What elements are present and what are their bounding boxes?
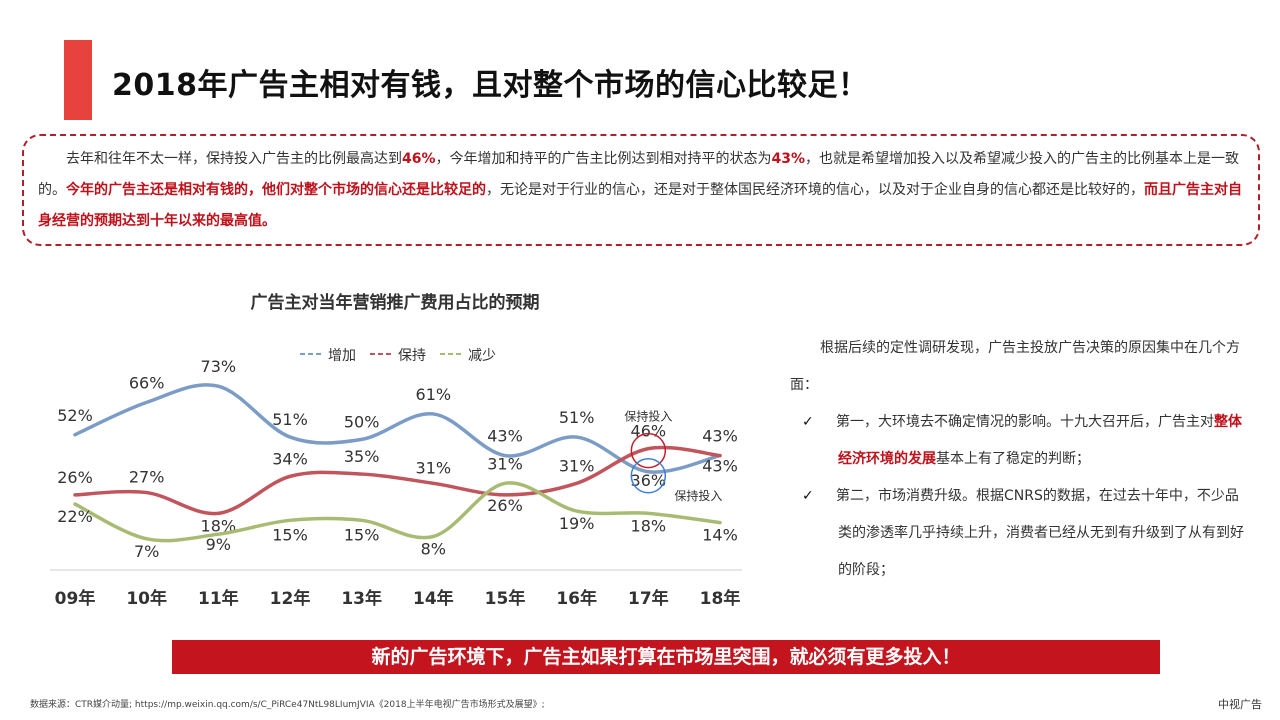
finding-1-highlight: 整体经济环境的发展 — [838, 414, 1242, 467]
check-icon: ✓ — [802, 488, 814, 504]
data-label: 51% — [559, 408, 595, 427]
brand-label: 中视广告 — [1218, 698, 1262, 711]
data-label: 15% — [344, 525, 380, 544]
summary-box: 去年和往年不太一样，保持投入广告主的比例最高达到46%，今年增加和持平的广告主比… — [22, 134, 1260, 246]
series-line-3 — [73, 481, 722, 543]
findings-intro: 根据后续的定性调研发现，广告主投放广告决策的原因集中在几个方面： — [790, 330, 1245, 404]
data-label: 8% — [421, 540, 446, 559]
summary-highlight-confidence: 今年的广告主还是相对有钱的，他们对整个市场的信心还是比较足的 — [66, 182, 486, 198]
summary-highlight-expectation: 而且广告主对自身经营的预期达到十年以来的最高值。 — [38, 182, 1242, 229]
x-tick-label: 17年 — [628, 588, 669, 609]
legend-label: 保持 — [398, 348, 426, 364]
summary-highlight-46: 46% — [402, 151, 436, 167]
legend-label: 增加 — [328, 348, 356, 364]
data-label: 26% — [487, 496, 523, 515]
x-tick-label: 15年 — [485, 588, 526, 609]
data-label: 26% — [57, 468, 93, 487]
data-label: 35% — [344, 447, 380, 466]
finding-1-text-a: 第一，大环境去不确定情况的影响。十九大召开后，广告主对 — [836, 414, 1214, 430]
data-label: 51% — [272, 410, 308, 429]
summary-text-4: ，无论是对于行业的信心，还是对于整体国民经济环境的信心，以及对于企业自身的信心都… — [486, 182, 1144, 198]
data-source-note: 数据来源：CTR媒介动量; https://mp.weixin.qq.com/s… — [30, 700, 545, 710]
data-label: 50% — [344, 412, 380, 431]
data-label: 19% — [559, 514, 595, 533]
chart-title: 广告主对当年营销推广费用占比的预期 — [251, 292, 540, 313]
data-label: 27% — [129, 468, 165, 487]
data-label: 18% — [631, 516, 667, 535]
finding-point-2: ✓ 第二，市场消费升级。根据CNRS的数据，在过去十年中，不少品类的渗透率几乎持续… — [790, 478, 1245, 589]
x-tick-label: 10年 — [126, 588, 167, 609]
data-label: 43% — [702, 457, 738, 476]
page-title: 2018年广告主相对有钱，且对整个市场的信心比较足！ — [112, 68, 869, 103]
data-label: 61% — [416, 385, 452, 404]
data-label: 66% — [129, 373, 165, 392]
x-tick-label: 14年 — [413, 588, 454, 609]
check-icon: ✓ — [802, 414, 814, 430]
finding-2-text: 第二，市场消费升级。根据CNRS的数据，在过去十年中，不少品类的渗透率几乎持续上… — [836, 488, 1244, 578]
data-label: 34% — [272, 449, 308, 468]
annotation-label: 保持投入 — [624, 409, 672, 424]
finding-point-1: ✓ 第一，大环境去不确定情况的影响。十九大召开后，广告主对整体经济环境的发展基本上… — [790, 404, 1245, 478]
highlight-circle-red — [630, 432, 667, 469]
data-label: 46% — [631, 422, 667, 441]
data-label: 18% — [201, 516, 237, 535]
x-tick-label: 12年 — [270, 588, 311, 609]
x-tick-label: 11年 — [198, 588, 239, 609]
data-label: 7% — [134, 542, 159, 561]
highlight-circle-blue — [630, 458, 667, 494]
data-label: 36% — [631, 471, 667, 490]
summary-text-2: ，今年增加和持平的广告主比例达到相对持平的状态为 — [435, 151, 772, 167]
summary-highlight-43: 43% — [771, 151, 806, 167]
annotation-label: 保持投入 — [674, 488, 722, 503]
x-tick-label: 09年 — [55, 588, 96, 609]
data-label: 31% — [559, 456, 595, 475]
summary-text-1: 去年和往年不太一样，保持投入广告主的比例最高达到 — [66, 151, 402, 167]
data-label: 52% — [57, 406, 93, 425]
data-label: 15% — [272, 525, 308, 544]
data-label: 43% — [487, 427, 523, 446]
series-line-2 — [73, 445, 722, 516]
data-label: 9% — [206, 535, 231, 554]
finding-1-text-b: 基本上有了稳定的判断； — [936, 451, 1090, 467]
x-tick-label: 13年 — [341, 588, 382, 609]
legend-label: 减少 — [468, 348, 496, 364]
conclusion-banner: 新的广告环境下，广告主如果打算在市场里突围，就必须有更多投入！ — [172, 640, 1160, 674]
x-tick-label: 16年 — [556, 588, 597, 609]
title-accent-bar — [64, 40, 92, 120]
x-tick-label: 18年 — [700, 588, 741, 609]
data-label: 22% — [57, 507, 93, 526]
data-label: 43% — [702, 427, 738, 446]
summary-text-3: ，也就是希望增加投入以及希望减少投入的广告主的比例基本上是一致的。 — [38, 151, 1240, 198]
series-line-1 — [73, 383, 722, 474]
data-label: 31% — [416, 458, 452, 477]
findings-intro-text: 根据后续的定性调研发现，广告主投放广告决策的原因集中在几个方面： — [790, 340, 1240, 393]
data-label: 73% — [201, 357, 237, 376]
data-label: 14% — [702, 526, 738, 545]
data-label: 31% — [487, 454, 523, 473]
findings-panel: 根据后续的定性调研发现，广告主投放广告决策的原因集中在几个方面： ✓ 第一，大环境… — [790, 330, 1245, 589]
